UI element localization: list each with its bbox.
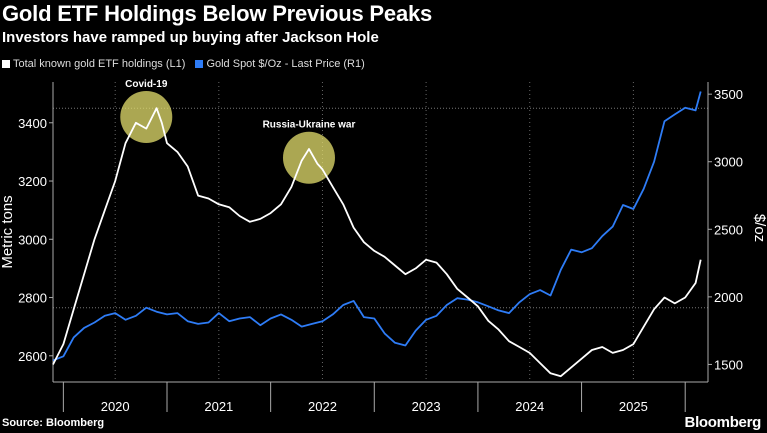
y-right-tick-label: 2000 xyxy=(714,290,743,305)
y-left-tick-label: 3200 xyxy=(18,174,47,189)
y-left-tick-label: 3000 xyxy=(18,232,47,247)
y-left-axis-title: Metric tons xyxy=(0,195,16,268)
chart-subtitle: Investors have ramped up buying after Ja… xyxy=(2,29,379,46)
legend-label-holdings: Total known gold ETF holdings (L1) xyxy=(13,58,186,70)
legend-swatch-spot xyxy=(195,60,204,68)
annotation-label: Russia-Ukraine war xyxy=(263,120,356,131)
y-right-tick-label: 3000 xyxy=(714,155,743,170)
x-tick-label: 2023 xyxy=(412,399,441,414)
y-right-tick-label: 2500 xyxy=(714,222,743,237)
y-left-tick-label: 2600 xyxy=(18,349,47,364)
y-right-tick-label: 1500 xyxy=(714,357,743,372)
x-tick-label: 2024 xyxy=(515,399,544,414)
y-right-tick-label: 3500 xyxy=(714,87,743,102)
y-right-axis-title: $/oz xyxy=(751,214,767,242)
y-left-tick-label: 3400 xyxy=(18,116,47,131)
legend-item-spot: Gold Spot $/Oz - Last Price (R1) xyxy=(195,58,365,70)
y-left-tick-label: 2800 xyxy=(18,291,47,306)
legend: Total known gold ETF holdings (L1) Gold … xyxy=(2,58,365,70)
x-tick-label: 2025 xyxy=(619,399,648,414)
x-tick-label: 2021 xyxy=(204,399,233,414)
legend-label-spot: Gold Spot $/Oz - Last Price (R1) xyxy=(206,58,365,70)
series-line-etf-holdings xyxy=(52,107,702,378)
annotation-circle xyxy=(120,90,173,143)
annotation-label: Covid-19 xyxy=(125,79,168,90)
chart-title: Gold ETF Holdings Below Previous Peaks xyxy=(2,1,433,26)
bloomberg-logo: Bloomberg xyxy=(684,414,762,431)
source-note: Source: Bloomberg xyxy=(2,417,105,429)
x-tick-label: 2020 xyxy=(101,399,130,414)
legend-swatch-holdings xyxy=(2,60,10,68)
series-line-gold-spot xyxy=(52,91,702,362)
x-tick-label: 2022 xyxy=(308,399,337,414)
annotation-circle xyxy=(282,131,335,184)
legend-item-holdings: Total known gold ETF holdings (L1) xyxy=(2,58,185,70)
